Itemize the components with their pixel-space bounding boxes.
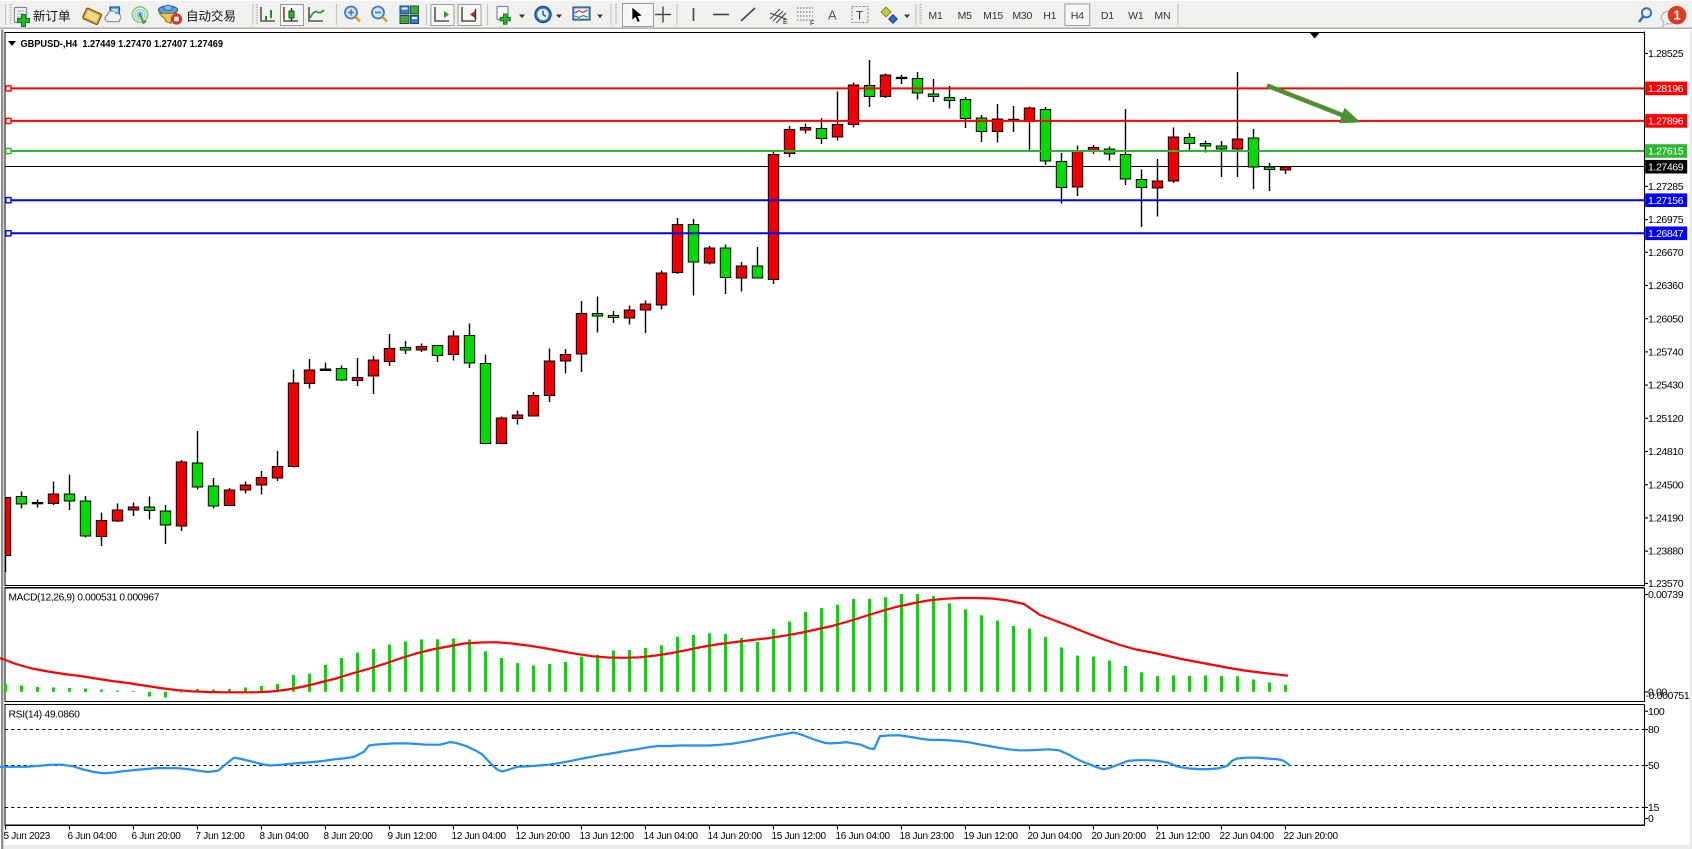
svg-text:1.25120: 1.25120: [1648, 413, 1684, 425]
svg-text:0: 0: [1648, 813, 1654, 825]
svg-text:M5: M5: [958, 10, 973, 22]
svg-text:1.24810: 1.24810: [1648, 446, 1684, 458]
svg-text:0.00739: 0.00739: [1648, 589, 1684, 601]
svg-text:5 Jun 2023: 5 Jun 2023: [4, 831, 51, 842]
svg-text:20 Jun 04:00: 20 Jun 04:00: [1028, 831, 1083, 842]
svg-text:M1: M1: [928, 10, 943, 22]
svg-text:12 Jun 20:00: 12 Jun 20:00: [516, 831, 571, 842]
svg-text:1.26670: 1.26670: [1648, 247, 1684, 259]
svg-text:1.27285: 1.27285: [1648, 181, 1684, 193]
svg-text:新订单: 新订单: [33, 9, 71, 24]
svg-text:0.00: 0.00: [1648, 687, 1667, 699]
svg-text:E: E: [783, 19, 788, 26]
svg-text:1.24500: 1.24500: [1648, 479, 1684, 491]
svg-text:9 Jun 12:00: 9 Jun 12:00: [388, 831, 438, 842]
svg-text:8 Jun 04:00: 8 Jun 04:00: [260, 831, 310, 842]
svg-text:1.28525: 1.28525: [1648, 48, 1684, 60]
svg-text:15: 15: [1648, 802, 1659, 814]
svg-text:16 Jun 04:00: 16 Jun 04:00: [836, 831, 891, 842]
svg-text:1.28196: 1.28196: [1648, 83, 1684, 95]
svg-text:13 Jun 12:00: 13 Jun 12:00: [580, 831, 635, 842]
svg-text:7 Jun 12:00: 7 Jun 12:00: [196, 831, 246, 842]
svg-text:F: F: [810, 21, 814, 28]
svg-text:18 Jun 23:00: 18 Jun 23:00: [900, 831, 955, 842]
svg-text:80: 80: [1648, 724, 1659, 736]
svg-text:1.24190: 1.24190: [1648, 513, 1684, 525]
svg-text:M30: M30: [1012, 10, 1032, 22]
svg-text:W1: W1: [1128, 10, 1144, 22]
svg-text:MN: MN: [1154, 10, 1170, 22]
svg-text:1.27896: 1.27896: [1648, 116, 1684, 128]
svg-text:1.25430: 1.25430: [1648, 380, 1684, 392]
svg-text:21 Jun 12:00: 21 Jun 12:00: [1156, 831, 1211, 842]
svg-text:-0.000751: -0.000751: [1646, 690, 1690, 702]
svg-text:D1: D1: [1101, 10, 1114, 22]
svg-text:12 Jun 04:00: 12 Jun 04:00: [452, 831, 507, 842]
svg-text:100: 100: [1648, 706, 1665, 718]
svg-text:22 Jun 04:00: 22 Jun 04:00: [1220, 831, 1275, 842]
svg-text:M15: M15: [983, 10, 1003, 22]
svg-text:1.23880: 1.23880: [1648, 546, 1684, 558]
svg-text:1.26975: 1.26975: [1648, 214, 1684, 226]
svg-text:H4: H4: [1071, 10, 1084, 22]
svg-text:14 Jun 04:00: 14 Jun 04:00: [644, 831, 699, 842]
svg-text:1.27156: 1.27156: [1648, 195, 1684, 207]
svg-text:22 Jun 20:00: 22 Jun 20:00: [1284, 831, 1339, 842]
svg-text:RSI(14) 49.0860: RSI(14) 49.0860: [9, 710, 81, 721]
svg-text:1.26847: 1.26847: [1648, 228, 1684, 240]
svg-text:1.25740: 1.25740: [1648, 347, 1684, 359]
svg-text:MACD(12,26,9) 0.000531 0.00096: MACD(12,26,9) 0.000531 0.000967: [9, 593, 160, 604]
svg-text:1.23570: 1.23570: [1648, 578, 1684, 590]
svg-text:1.26360: 1.26360: [1648, 280, 1684, 292]
svg-text:20 Jun 20:00: 20 Jun 20:00: [1092, 831, 1147, 842]
svg-text:自动交易: 自动交易: [186, 9, 236, 24]
svg-text:A: A: [828, 8, 837, 23]
svg-text:1: 1: [1673, 8, 1680, 23]
svg-text:H1: H1: [1043, 10, 1056, 22]
svg-text:1.27615: 1.27615: [1648, 146, 1684, 158]
svg-text:19 Jun 12:00: 19 Jun 12:00: [964, 831, 1019, 842]
svg-text:GBPUSD-,H4 1.27449 1.27470 1.: GBPUSD-,H4 1.27449 1.27470 1.27407 1.274…: [21, 38, 224, 50]
svg-text:15 Jun 12:00: 15 Jun 12:00: [772, 831, 827, 842]
svg-text:6 Jun 04:00: 6 Jun 04:00: [68, 831, 118, 842]
svg-text:1.26050: 1.26050: [1648, 313, 1684, 325]
svg-text:6 Jun 20:00: 6 Jun 20:00: [132, 831, 182, 842]
svg-text:8 Jun 20:00: 8 Jun 20:00: [324, 831, 374, 842]
svg-text:T: T: [856, 11, 863, 23]
svg-text:1.27469: 1.27469: [1648, 161, 1684, 173]
svg-text:50: 50: [1648, 760, 1659, 772]
svg-text:14 Jun 20:00: 14 Jun 20:00: [708, 831, 763, 842]
